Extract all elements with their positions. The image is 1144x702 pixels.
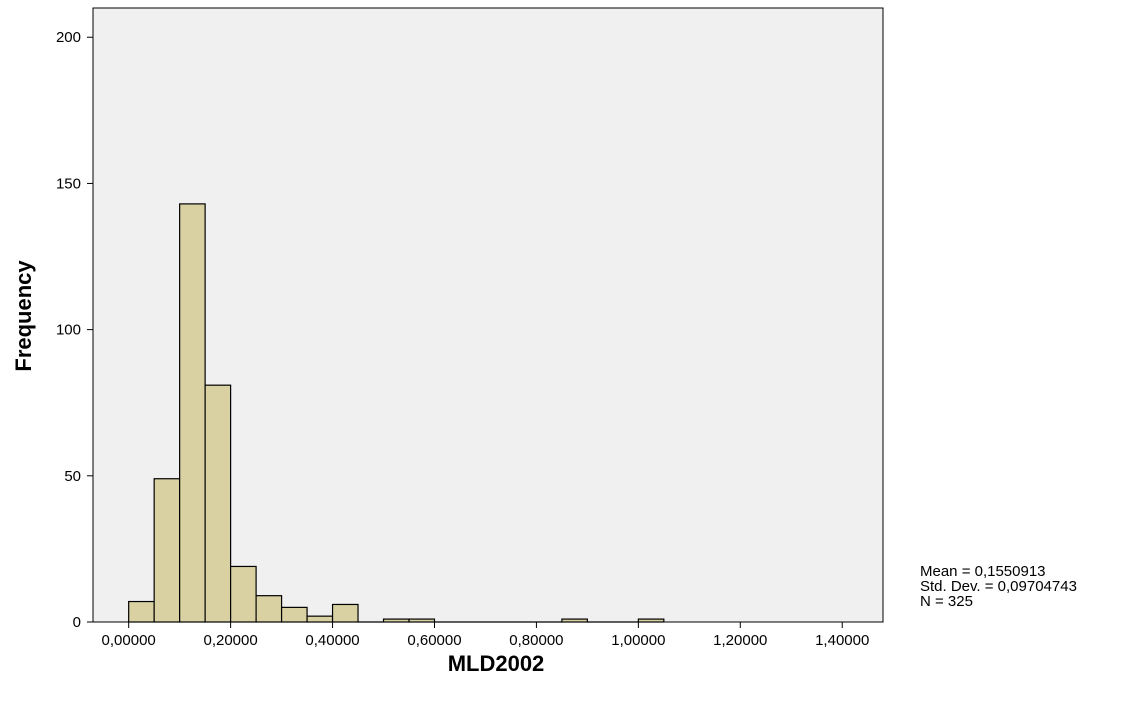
x-tick-label: 0,80000 <box>509 632 563 649</box>
histogram-bar <box>331 603 359 623</box>
x-tick-label: 1,20000 <box>713 632 767 649</box>
y-tick-label: 50 <box>64 468 81 485</box>
histogram-bars <box>128 203 665 623</box>
statistics-legend: Mean = 0,1550913 Std. Dev. = 0,09704743 … <box>920 564 1077 609</box>
histogram-bar <box>561 618 588 623</box>
histogram-bar <box>306 615 334 623</box>
y-tick-label: 150 <box>56 175 81 192</box>
n-stat: N = 325 <box>920 593 973 610</box>
histogram-bar <box>382 618 410 623</box>
x-tick-label: 0,00000 <box>102 632 156 649</box>
histogram-bar <box>408 618 436 623</box>
x-tick-label: 0,20000 <box>203 632 257 649</box>
histogram-bar <box>280 606 308 623</box>
y-axis-title: Frequency <box>11 260 36 372</box>
x-tick-label: 0,40000 <box>305 632 359 649</box>
histogram-bar <box>204 384 232 623</box>
y-tick-label: 100 <box>56 322 81 339</box>
histogram-bar <box>153 478 181 623</box>
histogram-bar <box>255 595 283 623</box>
x-tick-label: 0,60000 <box>407 632 461 649</box>
histogram-bar <box>179 203 206 623</box>
histogram-bar <box>230 565 257 623</box>
x-axis-title: MLD2002 <box>448 651 545 676</box>
y-tick-label: 0 <box>73 614 81 631</box>
histogram-bar <box>128 600 155 623</box>
histogram-bar <box>637 618 665 623</box>
x-tick-label: 1,00000 <box>611 632 665 649</box>
std-dev-stat: Std. Dev. = 0,09704743 <box>920 578 1077 595</box>
x-axis: 0,00000 0,20000 0,40000 0,60000 0,80000 1,000… <box>102 622 869 649</box>
y-axis: 0 50 100 150 200 <box>56 29 93 631</box>
mean-stat: Mean = 0,1550913 <box>920 563 1046 580</box>
x-tick-label: 1,40000 <box>815 632 869 649</box>
y-tick-label: 200 <box>56 29 81 46</box>
